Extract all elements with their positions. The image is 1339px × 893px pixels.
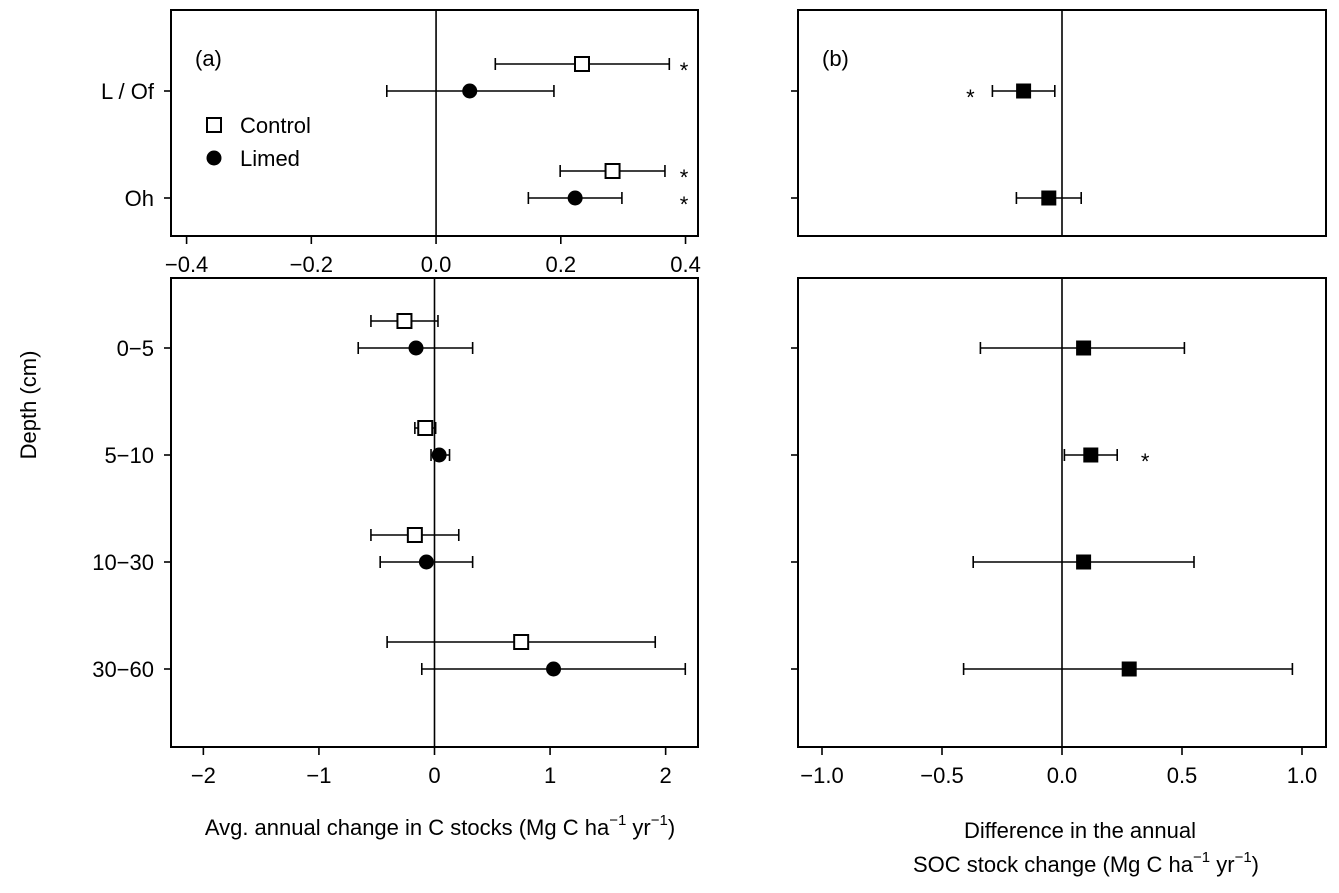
- difference-point: [1041, 190, 1057, 206]
- significance-star: *: [680, 58, 689, 83]
- x-tick-label: −0.2: [290, 252, 333, 277]
- x-tick-label: 0.2: [545, 252, 576, 277]
- x-tick-label: 2: [660, 763, 672, 788]
- difference-point: [1076, 554, 1092, 570]
- limed-point: [546, 661, 562, 677]
- control-point: [573, 56, 590, 72]
- difference-point: [1083, 447, 1099, 463]
- x-axis-title-sup2: −1: [1235, 849, 1252, 866]
- significance-star: *: [680, 192, 689, 217]
- x-axis-title-after: ): [668, 815, 675, 840]
- x-axis-title-after: ): [1252, 852, 1259, 877]
- significance-star: *: [1141, 449, 1150, 474]
- x-tick-label: 0: [428, 763, 440, 788]
- x-tick-label: 1.0: [1287, 763, 1318, 788]
- limed-point: [408, 340, 424, 356]
- legend-limed-marker: [206, 150, 222, 166]
- x-axis-title-mid: yr: [626, 815, 650, 840]
- panel-label: (b): [822, 46, 849, 71]
- limed-point: [462, 83, 478, 99]
- x-tick-label: −1: [306, 763, 331, 788]
- x-axis-title-sup1: −1: [1193, 849, 1210, 866]
- control-point: [406, 527, 423, 543]
- control-point: [604, 163, 621, 179]
- chart-marks: [206, 56, 1294, 677]
- legend-label: Limed: [240, 146, 300, 171]
- y-tick-label: L / Of: [101, 79, 155, 104]
- x-axis-title-before: SOC stock change (Mg C ha: [913, 852, 1194, 877]
- x-axis-title-before: Avg. annual change in C stocks (Mg C ha: [205, 815, 610, 840]
- panel-frame: [170, 9, 699, 237]
- difference-point: [1016, 83, 1032, 99]
- y-axis-title: Depth (cm): [16, 351, 41, 460]
- x-tick-label: 0.0: [421, 252, 452, 277]
- x-axis-title: Avg. annual change in C stocks (Mg C ha−…: [205, 812, 675, 840]
- y-tick-label: 0−5: [117, 336, 154, 361]
- y-tick-label: Oh: [125, 186, 154, 211]
- x-tick-label: −0.5: [920, 763, 963, 788]
- x-tick-label: −0.4: [165, 252, 208, 277]
- difference-point: [1076, 340, 1092, 356]
- limed-point: [567, 190, 583, 206]
- x-tick-label: 0.4: [670, 252, 701, 277]
- control-point: [396, 313, 413, 329]
- x-axis-title-line1: Difference in the annual: [964, 818, 1196, 843]
- legend-control-marker: [206, 117, 222, 133]
- x-axis-title-mid: yr: [1210, 852, 1234, 877]
- x-tick-label: 1: [544, 763, 556, 788]
- y-tick-label: 30−60: [92, 657, 154, 682]
- significance-star: *: [680, 165, 689, 190]
- control-point: [513, 634, 530, 650]
- limed-point: [431, 447, 447, 463]
- panel-label: (a): [195, 46, 222, 71]
- x-tick-label: −2: [191, 763, 216, 788]
- x-axis-title-sup2: −1: [651, 812, 668, 829]
- y-tick-label: 5−10: [104, 443, 154, 468]
- x-tick-label: −1.0: [800, 763, 843, 788]
- x-axis-title-sup1: −1: [609, 812, 626, 829]
- x-tick-label: 0.5: [1167, 763, 1198, 788]
- difference-point: [1121, 661, 1137, 677]
- y-tick-label: 10−30: [92, 550, 154, 575]
- control-point: [417, 420, 434, 436]
- panel-frames: [164, 9, 1327, 755]
- x-tick-label: 0.0: [1047, 763, 1078, 788]
- significance-star: *: [966, 85, 975, 110]
- legend-label: Control: [240, 113, 311, 138]
- x-axis-title: SOC stock change (Mg C ha−1 yr−1): [913, 849, 1259, 877]
- limed-point: [418, 554, 434, 570]
